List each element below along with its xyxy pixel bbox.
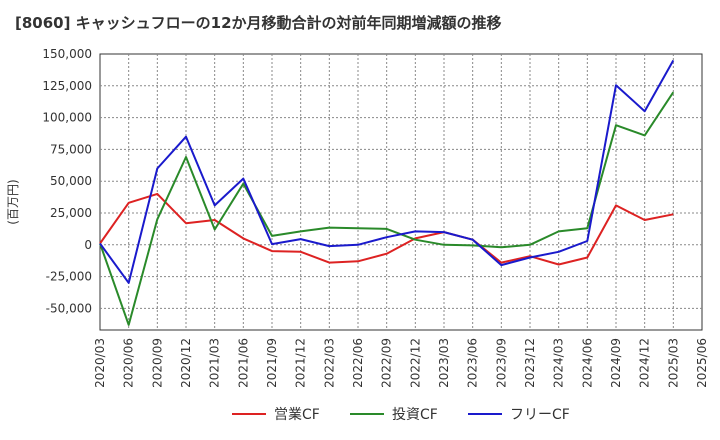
y-tick-label: 100,000 [42,111,92,125]
x-tick-label: 2020/06 [122,338,136,388]
y-tick-label: -50,000 [46,301,92,315]
series-line-0 [99,192,674,266]
x-tick-label: 2022/03 [322,338,336,388]
x-tick-label: 2020/12 [179,338,193,388]
y-tick-label: 75,000 [50,142,92,156]
series-line-2 [99,59,675,284]
legend-label-0: 営業CF [274,407,320,423]
x-tick-label: 2025/06 [695,338,709,388]
x-tick-label: 2022/09 [380,338,394,388]
series-layer [99,59,675,326]
legend: 営業CF 投資CF フリーCF [232,407,570,423]
y-axis: 150,000 125,000 100,000 75,000 50,000 25,000 0… [42,47,92,315]
x-tick-label: 2022/06 [351,338,365,388]
x-tick-label: 2021/09 [265,338,279,388]
x-tick-label: 2023/03 [437,338,451,388]
x-tick-label: 2022/12 [408,338,422,388]
x-tick-label: 2021/03 [208,338,222,388]
x-tick-label: 2020/03 [93,338,107,388]
y-tick-label: 150,000 [42,47,92,61]
y-tick-label: 0 [84,238,92,252]
y-tick-label: 25,000 [50,206,92,220]
series-line-1 [99,91,675,326]
y-tick-label: -25,000 [46,270,92,284]
legend-label-1: 投資CF [392,407,438,423]
legend-label-2: フリーCF [510,407,570,423]
x-tick-label: 2024/03 [552,338,566,388]
x-tick-label: 2021/12 [294,338,308,388]
x-tick-label: 2023/06 [466,338,480,388]
x-tick-label: 2023/12 [523,338,537,388]
x-axis: 2020/03 2020/06 2020/09 2020/12 2021/03 2021/… [93,338,709,388]
x-tick-label: 2023/09 [494,338,508,388]
x-tick-label: 2024/09 [609,338,623,388]
chart-title: [8060] キャッシュフローの12か月移動合計の対前年同期増減額の推移 [15,14,502,32]
grid [100,54,702,330]
x-tick-label: 2024/12 [638,338,652,388]
x-tick-label: 2025/03 [666,338,680,388]
plot-area [99,53,703,331]
x-tick-label: 2024/06 [580,338,594,388]
y-tick-label: 125,000 [42,79,92,93]
x-tick-label: 2020/09 [150,338,164,388]
y-axis-label: (百万円) [6,179,20,224]
x-tick-label: 2021/06 [236,338,250,388]
y-tick-label: 50,000 [50,174,92,188]
